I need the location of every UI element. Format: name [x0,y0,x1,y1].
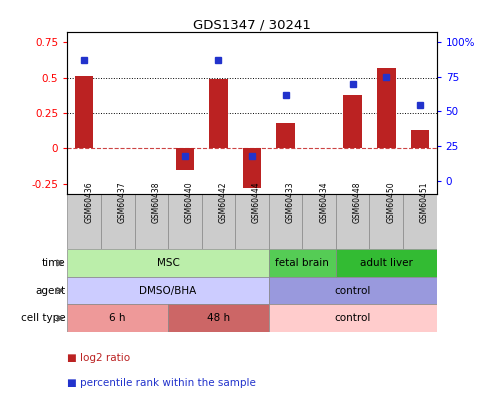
Bar [269,249,336,277]
Bar [343,95,362,149]
Bar [369,194,403,249]
Bar [269,194,302,249]
Bar [67,277,269,305]
Bar [269,277,437,305]
Bar [67,305,168,332]
Text: ■ percentile rank within the sample: ■ percentile rank within the sample [67,378,256,388]
Text: GSM60440: GSM60440 [185,181,194,223]
Text: GSM60437: GSM60437 [118,181,127,223]
Bar [411,130,429,149]
Bar [202,194,235,249]
Text: ■ log2 ratio: ■ log2 ratio [67,354,131,363]
Text: GSM60442: GSM60442 [219,181,228,223]
Bar [276,123,295,149]
Bar [176,149,194,170]
Bar [336,194,369,249]
Text: time: time [42,258,66,268]
Bar [135,194,168,249]
Text: fetal brain: fetal brain [275,258,329,268]
Bar [269,305,437,332]
Text: 6 h: 6 h [109,313,126,323]
Bar [67,249,269,277]
Bar [403,194,437,249]
Text: adult liver: adult liver [360,258,413,268]
Text: GSM60448: GSM60448 [353,181,362,223]
Bar [75,76,93,149]
Bar [336,249,437,277]
Bar [235,194,269,249]
Bar [302,194,336,249]
Text: GSM60434: GSM60434 [319,181,328,223]
Text: cell type: cell type [21,313,66,323]
Bar [67,194,101,249]
Text: GSM60433: GSM60433 [285,181,294,223]
Text: control: control [334,286,371,296]
Title: GDS1347 / 30241: GDS1347 / 30241 [193,18,311,31]
Text: GSM60450: GSM60450 [386,181,395,223]
Text: MSC: MSC [157,258,180,268]
Text: GSM60436: GSM60436 [84,181,93,223]
Bar [168,194,202,249]
Text: GSM60444: GSM60444 [252,181,261,223]
Bar [243,149,261,188]
Text: control: control [334,313,371,323]
Bar [168,305,269,332]
Bar [209,79,228,149]
Text: GSM60451: GSM60451 [420,181,429,223]
Text: DMSO/BHA: DMSO/BHA [139,286,197,296]
Text: 48 h: 48 h [207,313,230,323]
Bar [101,194,135,249]
Text: GSM60438: GSM60438 [151,181,160,223]
Text: agent: agent [35,286,66,296]
Bar [377,68,396,149]
